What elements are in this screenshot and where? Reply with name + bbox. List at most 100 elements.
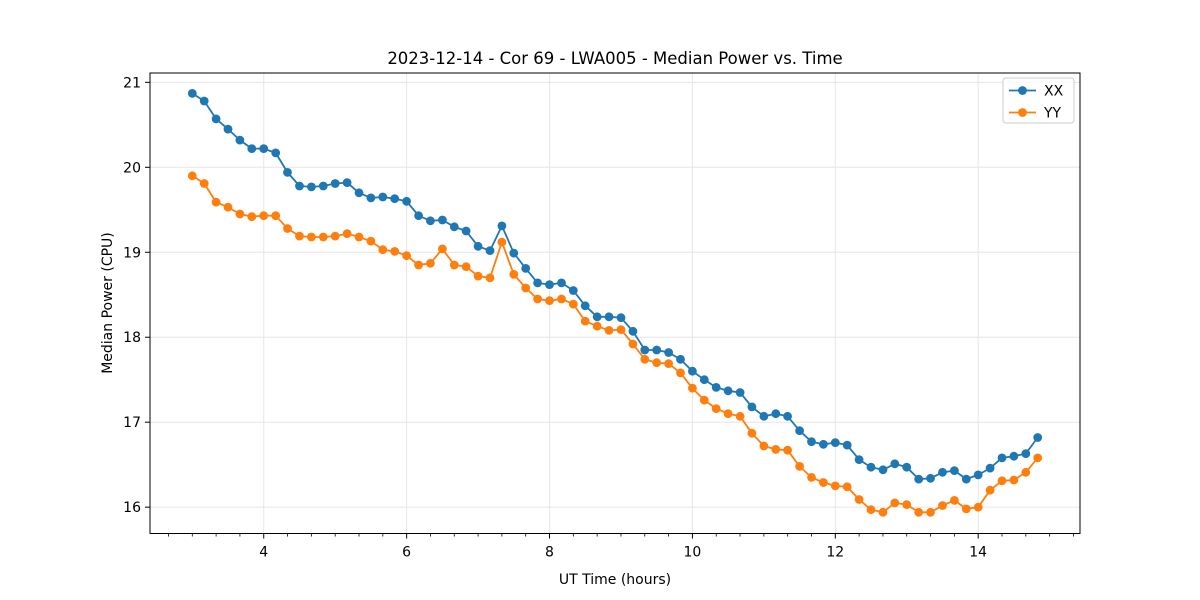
data-point <box>699 395 709 405</box>
data-point <box>914 507 924 517</box>
data-point <box>449 260 459 270</box>
data-point <box>711 383 721 392</box>
data-point <box>247 144 257 154</box>
data-point <box>187 89 197 98</box>
data-point <box>604 312 614 322</box>
data-point <box>199 96 209 106</box>
data-point <box>842 440 852 450</box>
data-point <box>807 473 816 482</box>
data-point <box>1009 475 1019 485</box>
data-point <box>807 437 816 447</box>
y-tick-label: 18 <box>123 330 141 346</box>
data-point <box>557 294 566 304</box>
data-point <box>973 502 983 512</box>
data-point <box>628 326 638 336</box>
x-tick-label: 12 <box>826 545 844 561</box>
data-point <box>771 445 781 454</box>
data-point <box>568 299 578 309</box>
data-point <box>938 467 947 477</box>
data-point <box>842 482 852 492</box>
data-point <box>795 426 804 436</box>
data-point <box>664 359 673 368</box>
y-axis: 16 17 18 19 20 21 <box>123 75 150 516</box>
data-point <box>640 345 650 355</box>
x-axis: 4 6 8 10 12 14 <box>168 533 1074 561</box>
data-point <box>1033 453 1043 463</box>
data-point <box>354 232 364 242</box>
data-point <box>485 246 495 256</box>
data-point <box>259 211 269 221</box>
gridlines <box>150 73 1080 534</box>
data-point <box>533 294 542 304</box>
data-point <box>854 495 864 504</box>
data-point <box>997 476 1007 486</box>
data-point <box>557 278 566 288</box>
data-point <box>461 226 471 236</box>
data-point <box>723 409 733 419</box>
data-point <box>283 168 292 177</box>
data-point <box>592 312 602 322</box>
data-point <box>497 237 507 247</box>
data-point <box>878 507 888 517</box>
data-point <box>830 438 840 447</box>
data-point <box>878 465 888 475</box>
data-point <box>580 316 590 326</box>
data-point <box>390 194 400 204</box>
y-tick-label: 17 <box>123 415 141 431</box>
data-point <box>568 286 578 295</box>
data-point <box>545 296 554 306</box>
data-point <box>211 197 221 207</box>
data-point <box>438 244 447 254</box>
data-point <box>283 224 292 233</box>
data-point <box>711 404 721 413</box>
data-point <box>783 411 792 421</box>
data-point <box>402 251 411 261</box>
data-point <box>950 466 959 475</box>
data-point <box>545 280 554 289</box>
data-point <box>449 222 459 232</box>
data-point <box>318 232 328 242</box>
x-axis-label: UT Time (hours) <box>559 572 671 588</box>
data-point <box>402 196 411 206</box>
series-YY <box>187 171 1043 517</box>
data-point <box>509 248 519 258</box>
data-point <box>295 181 304 191</box>
data-point <box>1021 467 1031 477</box>
data-point <box>735 388 745 397</box>
series-XX-line <box>191 92 1039 481</box>
data-point <box>1033 433 1043 442</box>
legend-item-XX: XX <box>1009 84 1064 100</box>
data-point <box>1021 449 1031 458</box>
data-point <box>414 211 423 221</box>
data-point <box>461 262 471 272</box>
data-point <box>997 453 1007 463</box>
data-point <box>318 181 328 191</box>
data-point <box>676 368 685 378</box>
data-point <box>830 481 840 491</box>
data-point <box>866 462 876 472</box>
data-point <box>771 409 781 419</box>
data-point <box>854 455 864 464</box>
data-point <box>366 193 376 203</box>
data-point <box>223 202 233 212</box>
chart-title: 2023-12-14 - Cor 69 - LWA005 - Median Po… <box>387 49 842 68</box>
data-point <box>961 474 971 484</box>
data-point <box>342 229 352 239</box>
data-point <box>330 179 340 188</box>
y-tick-label: 21 <box>123 75 141 91</box>
data-point <box>783 445 792 455</box>
x-tick-label: 10 <box>683 545 701 561</box>
data-point <box>592 321 602 331</box>
axes-frame <box>149 72 1081 534</box>
data-point <box>533 278 542 288</box>
data-point <box>223 124 233 134</box>
data-point <box>354 188 364 198</box>
data-point <box>342 178 352 188</box>
data-point <box>819 478 828 487</box>
data-point <box>616 325 626 334</box>
data-point <box>366 236 376 246</box>
data-point <box>235 209 245 219</box>
x-tick-label: 8 <box>545 545 554 561</box>
data-point <box>390 247 400 256</box>
